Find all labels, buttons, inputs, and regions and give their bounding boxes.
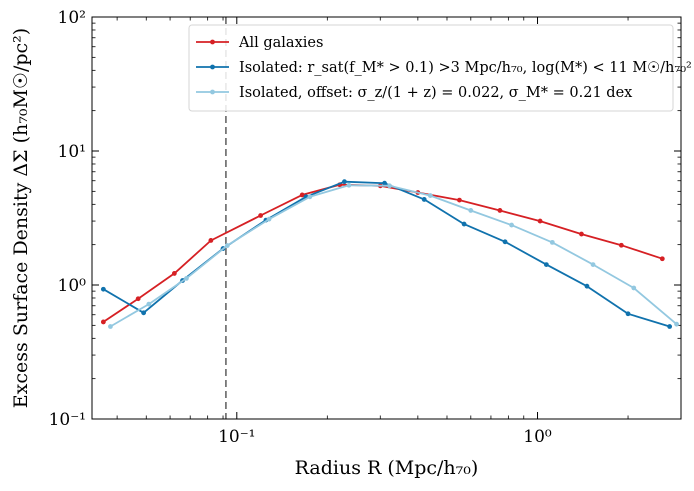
data-point	[208, 238, 214, 243]
data-point	[674, 321, 679, 327]
y-tick-label: 10¹	[58, 142, 86, 162]
y-tick-label: 10⁻¹	[49, 410, 86, 430]
plot-area: 10⁻¹ 10⁰ 10⁻¹ 10⁰ 10¹ 10²	[49, 8, 682, 447]
data-point	[387, 183, 392, 189]
plot-frame	[91, 16, 682, 420]
x-axis-label: Radius R (Mpc/h₇₀)	[295, 457, 479, 479]
data-point	[625, 311, 631, 317]
legend-box	[188, 24, 674, 112]
data-point	[549, 239, 555, 245]
data-point	[146, 301, 152, 307]
data-point	[618, 242, 624, 248]
data-point	[509, 222, 514, 228]
data-point	[631, 285, 637, 291]
legend-entry-label: All galaxies	[238, 35, 323, 51]
x-tick-label: 10⁰	[523, 427, 552, 447]
data-point	[100, 319, 106, 325]
x-tick-label: 10⁻¹	[218, 427, 255, 447]
y-tick-label: 10²	[58, 8, 86, 28]
data-point	[382, 180, 387, 186]
data-point	[184, 276, 189, 281]
data-point	[299, 192, 305, 198]
data-point	[468, 208, 474, 213]
legend-marker	[210, 64, 215, 70]
legend-entry-label: Isolated: r_sat(f_M* > 0.1) >3 Mpc/h₇₀, …	[239, 60, 692, 76]
data-point	[590, 262, 596, 267]
data-point	[266, 216, 272, 222]
data-point	[537, 218, 543, 224]
data-point	[100, 286, 106, 292]
data-point	[461, 221, 467, 227]
data-point	[579, 231, 584, 237]
data-point	[543, 262, 549, 267]
data-point	[497, 208, 503, 213]
y-axis-label: Excess Surface Density ΔΣ (h₇₀M☉/pc²)	[10, 28, 32, 408]
y-tick-label: 10⁰	[58, 276, 87, 296]
series-3	[108, 182, 679, 329]
data-point	[224, 243, 230, 248]
data-point	[502, 239, 508, 245]
legend-marker	[210, 89, 215, 95]
data-point	[667, 324, 673, 329]
data-point	[141, 310, 147, 316]
data-point	[135, 296, 141, 302]
data-point	[659, 256, 665, 262]
data-point	[307, 194, 313, 200]
legend-marker	[210, 39, 215, 45]
data-point	[258, 213, 264, 218]
data-point	[457, 197, 462, 203]
data-point	[108, 324, 113, 329]
data-point	[342, 179, 347, 185]
data-point	[427, 193, 433, 198]
legend-entry-label: Isolated, offset: σ_z/(1 + z) = 0.022, σ…	[239, 85, 632, 101]
legend: All galaxies Isolated: r_sat(f_M* > 0.1) …	[188, 24, 692, 112]
data-point	[584, 283, 590, 289]
data-point	[421, 197, 427, 202]
data-point	[346, 182, 352, 188]
data-point	[171, 271, 177, 276]
